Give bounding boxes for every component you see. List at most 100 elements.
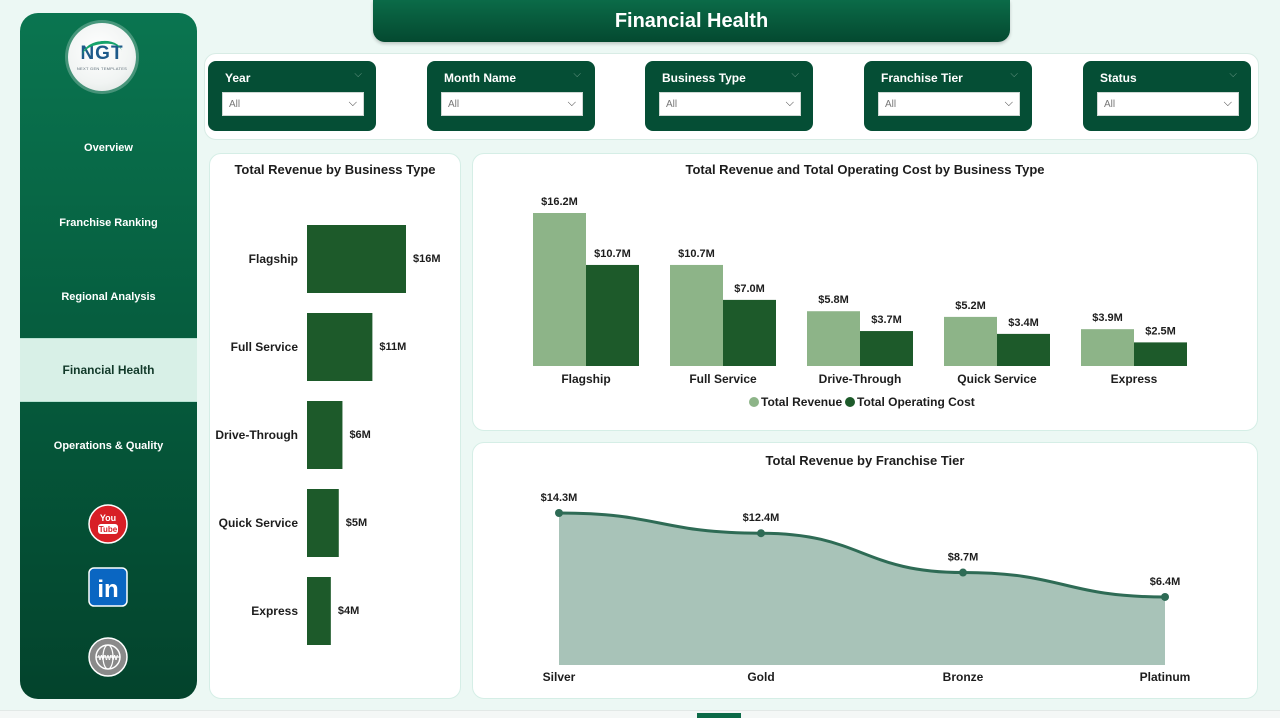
svg-text:WWW: WWW [98,655,118,662]
filter-month-name[interactable]: Month Name ⌵ All ⌵ [427,61,595,131]
data-label: $5.2M [955,300,986,312]
logo-text: NGT [80,43,124,64]
chevron-down-icon[interactable]: ⌵ [354,69,362,80]
data-label: $3.4M [1008,317,1039,329]
data-label: $16.2M [541,196,578,208]
data-label: $4M [338,605,359,617]
data-label: $10.7M [594,248,631,260]
chart-title: Total Revenue and Total Operating Cost b… [685,162,1045,177]
hbar-3 [307,489,339,557]
data-label: $3.7M [871,314,902,326]
hbar-0 [307,225,406,293]
data-label: $14.3M [541,492,578,504]
bar-cost-4 [1134,342,1187,366]
bar-revenue-3 [944,316,997,366]
nav-overview[interactable]: Overview [84,142,133,154]
chevron-down-icon[interactable]: ⌵ [785,97,794,109]
data-label: $10.7M [678,248,715,260]
dropdown-value: All [885,99,897,110]
category-label: Express [1111,372,1158,386]
chevron-down-icon[interactable]: ⌵ [1004,97,1013,109]
logo-subtext: NEXT GEN TEMPLATES [76,66,128,71]
revenue-by-franchise-tier-chart: $14.3M Silver $12.4M Gold $8.7M Bronze $6.4M Pl… [541,492,1191,684]
page-title: Financial Health [373,0,1010,42]
data-label: $11M [379,341,406,353]
filter-year[interactable]: Year ⌵ All ⌵ [208,61,376,131]
chevron-down-icon[interactable]: ⌵ [573,69,581,80]
month-name-dropdown[interactable]: All ⌵ [441,92,583,116]
data-label: $6M [349,429,370,441]
area-line [558,511,1166,599]
category-label: Full Service [689,372,757,386]
business-type-dropdown[interactable]: All ⌵ [659,92,801,116]
dropdown-value: All [448,99,460,110]
revenue-vs-cost-chart: $16.2M $10.7M Flagship $10.7M $7.0M Full Serv… [533,196,1187,409]
svg-text:Tube: Tube [99,525,118,534]
revenue-by-franchise-tier-card: Total Revenue by Franchise Tier $14.3M Si… [472,442,1258,699]
bar-revenue-4 [1081,329,1134,366]
hbar-4 [307,577,331,645]
point-1 [757,529,765,538]
bar-cost-2 [860,331,913,366]
point-0 [555,509,563,517]
dropdown-value: All [666,99,678,110]
active-page-tab[interactable] [697,713,741,718]
filter-business-type[interactable]: Business Type ⌵ All ⌵ [645,61,813,131]
filter-label: Business Type [662,71,746,85]
svg-text:You: You [100,513,116,523]
category-label: Gold [747,670,774,684]
youtube-icon[interactable]: You Tube [88,504,128,544]
filter-label: Month Name [444,71,516,85]
chevron-down-icon[interactable]: ⌵ [567,97,576,109]
chevron-down-icon[interactable]: ⌵ [1010,69,1018,80]
filter-franchise-tier[interactable]: Franchise Tier ⌵ All ⌵ [864,61,1032,131]
globe-icon[interactable]: WWW [88,637,128,677]
ngt-logo[interactable]: NGT NEXT GEN TEMPLATES [68,23,136,91]
data-label: $6.4M [1150,576,1181,588]
data-label: $5M [346,517,367,529]
data-label: $7.0M [734,283,765,295]
bar-revenue-0 [533,213,586,366]
page-tabs-strip [0,710,1280,718]
filter-label: Year [225,71,251,85]
status-dropdown[interactable]: All ⌵ [1097,92,1239,116]
data-label: $5.8M [818,294,849,306]
data-label: $16M [413,253,441,265]
hbar-1 [307,313,373,381]
nav-regional-analysis[interactable]: Regional Analysis [61,291,156,303]
data-label: $8.7M [948,552,979,564]
filter-label: Status [1100,71,1137,85]
data-label: $2.5M [1145,325,1176,337]
category-label: Quick Service [219,516,299,530]
sidebar: NGT NEXT GEN TEMPLATES Overview Franchis… [20,13,197,699]
chevron-down-icon[interactable]: ⌵ [791,69,799,80]
chevron-down-icon[interactable]: ⌵ [1229,69,1237,80]
franchise-tier-dropdown[interactable]: All ⌵ [878,92,1020,116]
bar-cost-1 [723,299,776,366]
chevron-down-icon[interactable]: ⌵ [1223,97,1232,109]
chevron-down-icon[interactable]: ⌵ [348,97,357,109]
point-2 [959,568,967,577]
bar-revenue-1 [670,264,723,366]
category-label: Flagship [249,252,298,266]
year-dropdown[interactable]: All ⌵ [222,92,364,116]
category-label: Flagship [561,372,610,386]
category-label: Quick Service [957,372,1037,386]
filter-status[interactable]: Status ⌵ All ⌵ [1083,61,1251,131]
filter-label: Franchise Tier [881,71,963,85]
linkedin-icon[interactable]: in [88,567,128,607]
data-label: $3.9M [1092,312,1123,324]
nav-franchise-ranking[interactable]: Franchise Ranking [59,217,158,229]
legend-label-cost: Total Operating Cost [857,395,975,409]
category-label: Express [251,604,298,618]
chart-title: Total Revenue by Franchise Tier [765,453,965,468]
revenue-vs-cost-card: Total Revenue and Total Operating Cost b… [472,153,1258,431]
nav-operations-quality[interactable]: Operations & Quality [53,440,164,452]
category-label: Bronze [943,670,984,684]
legend-marker-revenue [749,397,759,407]
nav-financial-health[interactable]: Financial Health [20,338,197,402]
category-label: Full Service [231,340,299,354]
legend-label-revenue: Total Revenue [761,395,842,409]
category-label: Platinum [1140,670,1191,684]
data-label: $12.4M [743,512,780,524]
